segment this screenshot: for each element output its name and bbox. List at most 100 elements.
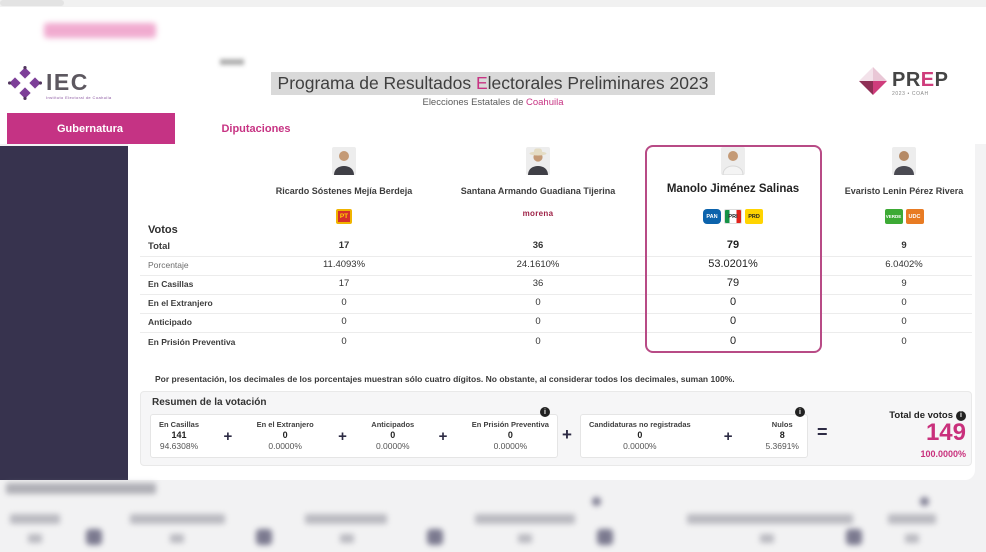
tab-gubernatura[interactable]: Gubernatura (7, 113, 173, 144)
iec-diamond-icon (8, 66, 42, 105)
row-divider (140, 294, 972, 295)
summary-title: Resumen de la votación (152, 397, 267, 408)
prep-diamond-icon (858, 66, 888, 101)
plus-sign: + (438, 427, 448, 445)
total-votes-candidate-3: 79 (726, 239, 740, 251)
candidate-name: Evaristo Lenin Pérez Rivera (844, 186, 964, 196)
blurred-info-icon (592, 497, 601, 506)
blurred-value (905, 534, 919, 543)
top-dash-blur (0, 0, 64, 6)
row-label-en-prision-preventiva: En Prisión Preventiva (148, 337, 236, 347)
candidate-name: Santana Armando Guadiana Tijerina (460, 186, 616, 196)
candidate-name: Manolo Jiménez Salinas (666, 183, 800, 195)
row-divider (140, 275, 972, 276)
extranjero-candidate-3: 0 (729, 296, 737, 308)
row-divider (140, 256, 972, 257)
party-logos: PAN PRI PRD (663, 209, 803, 224)
blurred-text (130, 514, 225, 524)
plus-sign: + (223, 427, 233, 445)
udc-party-logo: UDC (905, 209, 924, 224)
decimals-note: Por presentación, los decimales de los p… (155, 374, 735, 384)
dark-side-panel (0, 146, 128, 480)
prision-candidate-4: 0 (901, 336, 907, 347)
prd-party-logo: PRD (745, 209, 763, 224)
blurred-value (340, 534, 354, 543)
anticipado-candidate-2: 0 (535, 316, 541, 327)
extranjero-candidate-4: 0 (901, 297, 907, 308)
blurred-gray-mark (220, 59, 244, 65)
blurred-text (6, 483, 156, 494)
candidate-photo (721, 147, 745, 176)
row-label-en-el-extranjero: En el Extranjero (148, 298, 213, 308)
iec-logo: IEC Instituto Electoral de Coahuila (8, 66, 112, 105)
candidate-name: Ricardo Sóstenes Mejía Berdeja (275, 186, 413, 196)
blurred-plus (86, 529, 102, 545)
plus-sign: + (562, 425, 572, 444)
row-label-total: Total (148, 241, 170, 252)
pct-candidate-2: 24.1610% (516, 259, 560, 270)
anticipado-candidate-4: 0 (901, 316, 907, 327)
candidate-photo (892, 147, 916, 175)
casillas-candidate-1: 17 (338, 278, 350, 289)
casillas-candidate-3: 79 (726, 277, 740, 289)
page-subtitle: Elecciones Estatales de Coahuila (422, 97, 564, 108)
pan-party-logo: PAN (703, 209, 721, 224)
prep-logo-text: PREP (892, 69, 949, 91)
party-logos: VERDE UDC (834, 209, 974, 224)
prision-candidate-3: 0 (729, 335, 737, 347)
summary-en-casillas: En Casillas 141 94.6308% (159, 420, 200, 451)
blurred-bottom-section (0, 480, 986, 552)
blurred-text (10, 514, 60, 524)
blurred-value (170, 534, 184, 543)
total-votes-pct: 100.0000% (920, 449, 966, 459)
summary-candidaturas-no-registradas: Candidaturas no registradas 0 0.0000% (589, 420, 691, 451)
pt-party-logo: PT (336, 209, 352, 224)
summary-en-prision-preventiva: En Prisión Preventiva 0 0.0000% (471, 420, 549, 451)
verde-party-logo: VERDE (884, 209, 903, 224)
summary-group-box-2: Candidaturas no registradas 0 0.0000% + … (580, 414, 808, 458)
extranjero-candidate-2: 0 (535, 297, 541, 308)
prep-logo: PREP 2023 • COAH (858, 66, 948, 101)
row-label-porcentaje: Porcentaje (148, 260, 189, 270)
plus-sign: + (723, 427, 733, 445)
total-votes-candidate-4: 9 (901, 240, 907, 251)
blurred-value (518, 534, 532, 543)
total-votes-value: 149 (925, 419, 966, 446)
anticipado-candidate-1: 0 (341, 316, 347, 327)
blurred-plus (846, 529, 862, 545)
summary-nulos: Nulos 8 5.3691% (765, 420, 799, 451)
blurred-value (760, 534, 774, 543)
equals-sign: = (817, 422, 828, 442)
row-label-anticipado: Anticipado (148, 317, 192, 327)
blurred-text (475, 514, 575, 524)
tab-divider (173, 113, 175, 144)
pri-party-logo: PRI (724, 209, 742, 224)
morena-party-logo: morena (522, 209, 554, 218)
plus-sign: + (338, 427, 347, 445)
casillas-candidate-2: 36 (532, 278, 544, 289)
summary-anticipados: Anticipados 0 0.0000% (371, 420, 415, 451)
extranjero-candidate-1: 0 (341, 297, 347, 308)
total-votes-candidate-2: 36 (532, 240, 544, 251)
party-logos: morena (468, 209, 608, 218)
info-icon[interactable]: i (795, 407, 805, 417)
summary-group-box-1: En Casillas 141 94.6308% + En el Extranj… (150, 414, 558, 458)
total-votes-candidate-1: 17 (338, 240, 350, 251)
info-icon[interactable]: i (540, 407, 550, 417)
pct-candidate-1: 11.4093% (322, 259, 366, 270)
candidate-photo (332, 147, 356, 175)
row-divider (140, 313, 972, 314)
summary-en-el-extranjero: En el Extranjero 0 0.0000% (256, 420, 314, 451)
blurred-text (305, 514, 387, 524)
casillas-candidate-4: 9 (901, 278, 907, 289)
blurred-plus (597, 529, 613, 545)
candidate-photo (526, 147, 550, 175)
votes-section-label: Votos (148, 224, 178, 236)
party-logos: PT (274, 209, 414, 224)
pct-candidate-3: 53.0201% (708, 258, 758, 270)
blurred-value (28, 534, 42, 543)
tab-diputaciones[interactable]: Diputaciones (175, 113, 337, 144)
info-icon[interactable]: i (956, 410, 966, 421)
anticipado-candidate-3: 0 (729, 315, 737, 327)
